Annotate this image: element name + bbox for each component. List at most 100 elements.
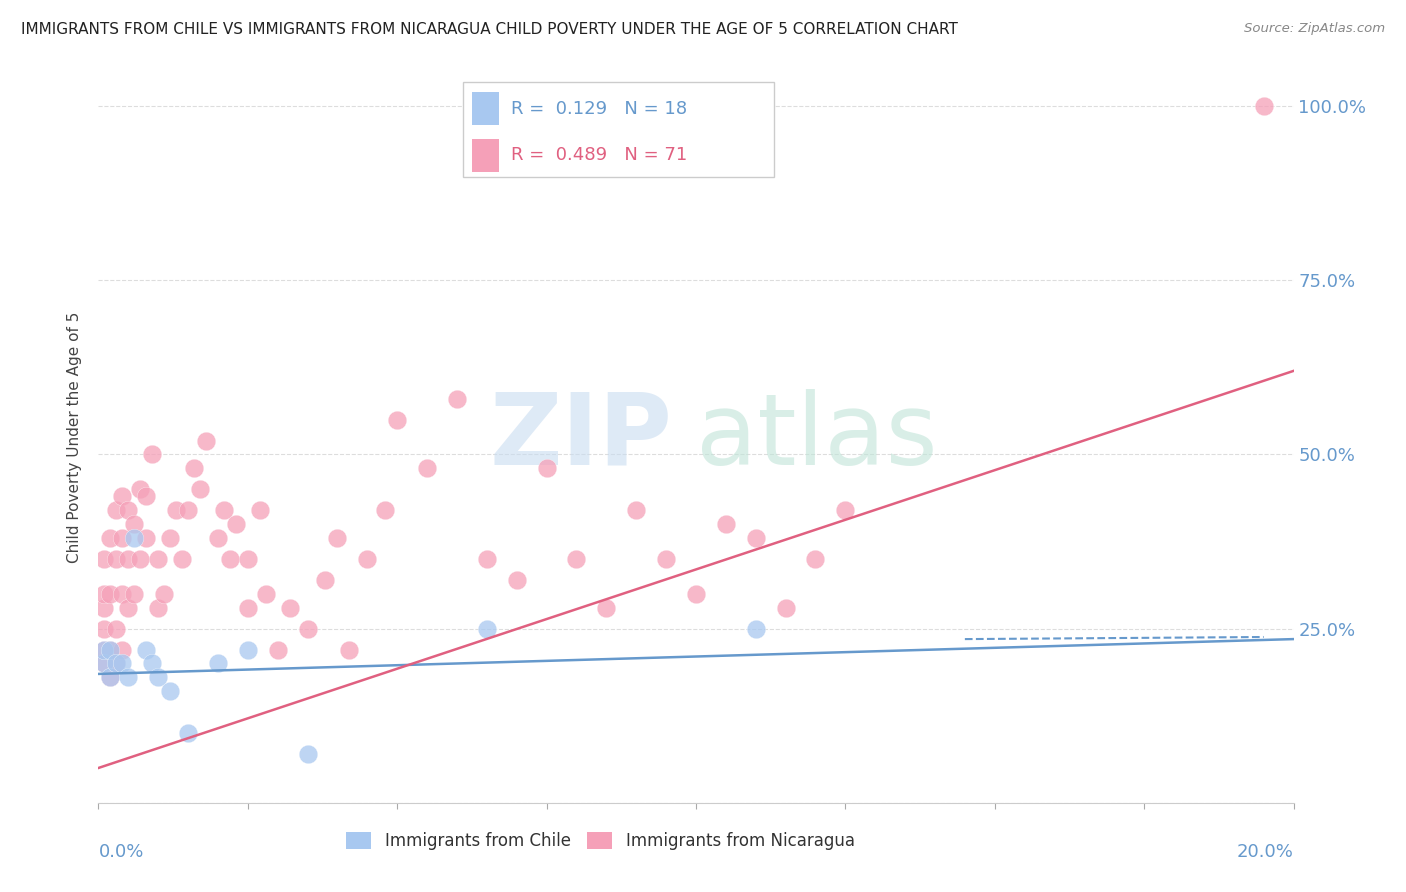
Point xyxy=(339,642,361,657)
Point xyxy=(124,587,146,601)
Point xyxy=(117,600,139,615)
Point xyxy=(416,461,439,475)
Point xyxy=(93,552,115,566)
Bar xyxy=(472,138,499,171)
Point xyxy=(105,657,128,671)
Point xyxy=(124,531,146,545)
Point xyxy=(188,483,211,497)
Point xyxy=(141,448,163,462)
Point xyxy=(111,531,134,545)
Point xyxy=(685,587,707,601)
Point xyxy=(93,642,115,657)
Point xyxy=(626,503,648,517)
Point xyxy=(1253,99,1275,113)
Point xyxy=(124,517,146,532)
Text: atlas: atlas xyxy=(696,389,938,485)
Point xyxy=(745,622,768,636)
Point xyxy=(326,531,349,545)
Point xyxy=(804,552,827,566)
Point xyxy=(446,392,468,406)
Point xyxy=(225,517,247,532)
Point xyxy=(153,587,176,601)
Point xyxy=(98,642,122,657)
Point xyxy=(93,600,115,615)
Point xyxy=(93,657,115,671)
Point xyxy=(93,622,115,636)
Text: 0.0%: 0.0% xyxy=(98,843,143,861)
Point xyxy=(159,684,181,698)
Point xyxy=(219,552,242,566)
Point xyxy=(93,642,115,657)
Point xyxy=(595,600,617,615)
Point xyxy=(172,552,194,566)
FancyBboxPatch shape xyxy=(463,82,773,178)
Text: R =  0.489   N = 71: R = 0.489 N = 71 xyxy=(510,146,688,164)
Point xyxy=(141,657,163,671)
Point xyxy=(565,552,588,566)
Point xyxy=(714,517,737,532)
Point xyxy=(475,552,498,566)
Point xyxy=(236,552,259,566)
Point xyxy=(655,552,678,566)
Point xyxy=(111,657,134,671)
Point xyxy=(254,587,277,601)
Point xyxy=(207,531,229,545)
Point xyxy=(207,657,229,671)
Point xyxy=(148,670,170,684)
Point xyxy=(93,587,115,601)
Point xyxy=(212,503,235,517)
Point xyxy=(111,489,134,503)
Point xyxy=(93,657,115,671)
Point xyxy=(356,552,378,566)
Point xyxy=(374,503,396,517)
Point xyxy=(236,642,259,657)
Point xyxy=(105,552,128,566)
Point xyxy=(98,670,122,684)
Text: IMMIGRANTS FROM CHILE VS IMMIGRANTS FROM NICARAGUA CHILD POVERTY UNDER THE AGE O: IMMIGRANTS FROM CHILE VS IMMIGRANTS FROM… xyxy=(21,22,957,37)
Point xyxy=(249,503,271,517)
Point xyxy=(177,726,200,740)
Point xyxy=(129,483,152,497)
Point xyxy=(105,503,128,517)
Point xyxy=(111,587,134,601)
Text: Source: ZipAtlas.com: Source: ZipAtlas.com xyxy=(1244,22,1385,36)
Legend: Immigrants from Chile, Immigrants from Nicaragua: Immigrants from Chile, Immigrants from N… xyxy=(339,825,862,856)
Point xyxy=(98,642,122,657)
Point xyxy=(297,622,319,636)
Point xyxy=(135,642,157,657)
Point xyxy=(267,642,290,657)
Point xyxy=(475,622,498,636)
Point xyxy=(834,503,856,517)
Text: ZIP: ZIP xyxy=(489,389,672,485)
Point xyxy=(775,600,797,615)
Point xyxy=(506,573,529,587)
Point xyxy=(148,552,170,566)
Point xyxy=(129,552,152,566)
Bar xyxy=(472,92,499,125)
Point xyxy=(297,747,319,761)
Point xyxy=(98,670,122,684)
Text: 20.0%: 20.0% xyxy=(1237,843,1294,861)
Point xyxy=(385,412,409,426)
Point xyxy=(98,587,122,601)
Point xyxy=(278,600,301,615)
Point xyxy=(98,531,122,545)
Point xyxy=(159,531,181,545)
Point xyxy=(177,503,200,517)
Point xyxy=(745,531,768,545)
Point xyxy=(117,503,139,517)
Point xyxy=(236,600,259,615)
Point xyxy=(111,642,134,657)
Point xyxy=(105,657,128,671)
Point xyxy=(195,434,218,448)
Point xyxy=(135,531,157,545)
Point xyxy=(315,573,337,587)
Point xyxy=(148,600,170,615)
Point xyxy=(135,489,157,503)
Point xyxy=(536,461,558,475)
Point xyxy=(117,670,139,684)
Text: R =  0.129   N = 18: R = 0.129 N = 18 xyxy=(510,100,688,118)
Point xyxy=(183,461,205,475)
Point xyxy=(117,552,139,566)
Y-axis label: Child Poverty Under the Age of 5: Child Poverty Under the Age of 5 xyxy=(67,311,83,563)
